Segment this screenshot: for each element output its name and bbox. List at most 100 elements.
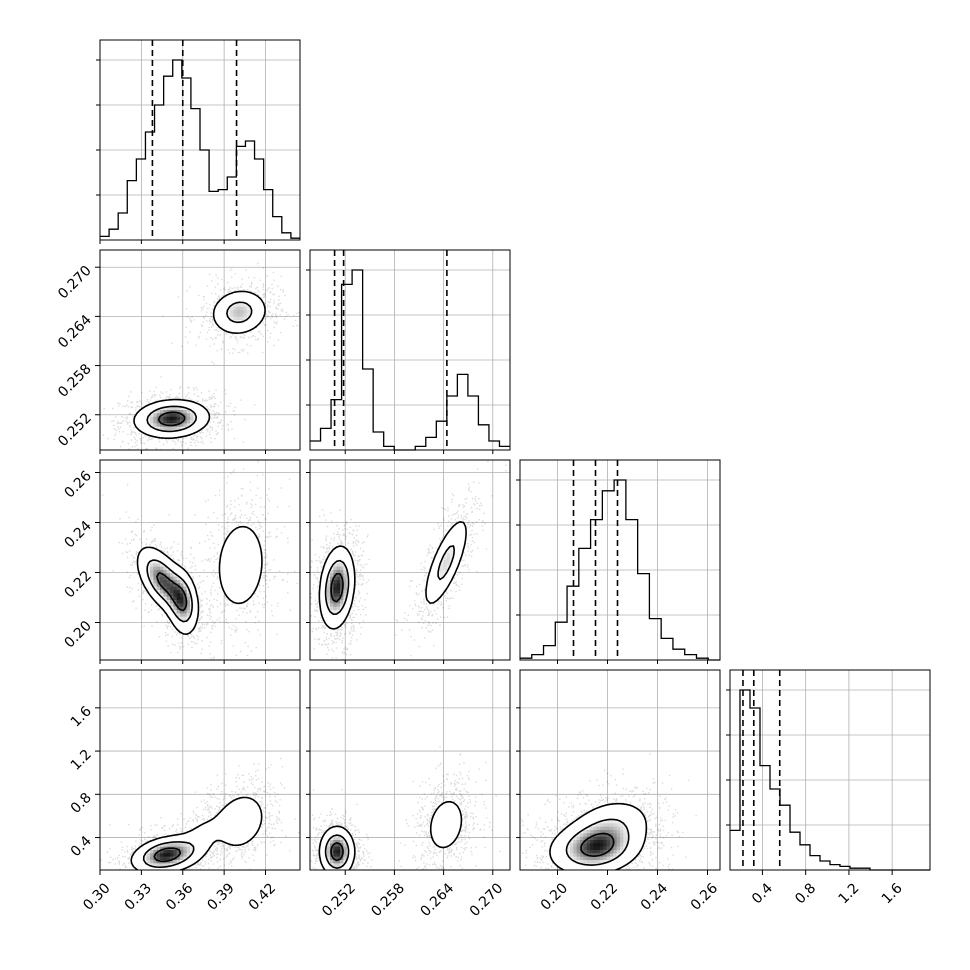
- density-cell: [243, 310, 247, 314]
- density-cell: [183, 616, 187, 621]
- density-cell: [333, 586, 337, 591]
- density-cell: [170, 583, 174, 587]
- density-cell: [580, 840, 584, 844]
- density-cell: [326, 583, 331, 587]
- density-cell: [576, 853, 581, 857]
- density-cell: [236, 303, 241, 307]
- contour-line-0: [136, 525, 263, 635]
- density-cell: [150, 576, 154, 581]
- density-cell: [586, 856, 591, 861]
- density-cell: [603, 833, 607, 837]
- density-cell: [340, 570, 344, 574]
- density-cell: [596, 836, 601, 841]
- density-cell: [173, 603, 177, 607]
- density-cell: [176, 856, 181, 861]
- density-cell: [156, 566, 161, 571]
- y-tick-label: 0.26: [61, 468, 94, 501]
- density-cell: [623, 833, 627, 837]
- density-cell: [610, 830, 614, 834]
- density-cell: [146, 856, 151, 861]
- density-cell: [173, 583, 177, 587]
- density-cell: [613, 833, 617, 837]
- density-cell: [186, 613, 191, 617]
- density-cell: [230, 306, 234, 311]
- density-cell: [336, 846, 341, 851]
- y-tick-label: 0.22: [61, 568, 94, 601]
- density-cell: [586, 830, 591, 834]
- density-cell: [336, 856, 341, 861]
- density-cell: [336, 583, 341, 587]
- y-tick-label: 0.270: [55, 263, 95, 303]
- density-cell: [330, 570, 334, 574]
- density-cell: [170, 586, 174, 591]
- density-cell: [590, 840, 594, 844]
- density-cell: [150, 856, 154, 861]
- panel-background: [310, 250, 510, 450]
- density-cell: [233, 306, 237, 311]
- density-cell: [243, 313, 247, 317]
- density-cell: [163, 856, 167, 861]
- density-cell: [186, 420, 191, 424]
- density-cell: [600, 833, 604, 837]
- density-cell: [600, 843, 604, 847]
- density-cell: [183, 856, 187, 861]
- density-cell: [173, 590, 177, 594]
- density-cell: [156, 426, 161, 431]
- density-cell: [333, 603, 337, 607]
- sample-points: [310, 460, 507, 660]
- density-cell: [160, 426, 164, 431]
- density-cell: [326, 590, 331, 594]
- density-cell: [590, 836, 594, 841]
- contour-line-0: [318, 800, 463, 870]
- density-cell: [163, 420, 167, 424]
- density-cell: [336, 860, 341, 864]
- contour-line-2: [157, 411, 186, 427]
- density-cell: [343, 580, 347, 584]
- density-cell: [613, 840, 617, 844]
- density-cell: [336, 603, 341, 607]
- density-cell: [180, 843, 184, 847]
- density-cell: [180, 410, 184, 414]
- density-cell: [446, 550, 451, 554]
- density-cell: [186, 850, 191, 854]
- density-cell: [583, 843, 587, 847]
- density-cell: [326, 603, 331, 607]
- density-cell: [343, 583, 347, 587]
- density-cell: [166, 843, 171, 847]
- density-cell: [336, 840, 341, 844]
- density-cell: [156, 563, 161, 567]
- density-cell: [566, 843, 571, 847]
- density-shading: [566, 820, 631, 867]
- density-cell: [183, 613, 187, 617]
- density-cell: [156, 420, 161, 424]
- contour-line-1: [146, 301, 253, 433]
- panel-background: [520, 460, 720, 660]
- x-tick-label: 1.6: [879, 880, 906, 907]
- histogram-panel-0: [96, 39, 301, 241]
- density-cell: [613, 846, 617, 851]
- density-cell: [160, 843, 164, 847]
- density-cell: [326, 843, 331, 847]
- density-cell: [176, 413, 181, 417]
- density-cell: [590, 833, 594, 837]
- contour-line-2: [330, 842, 344, 862]
- density-cell: [186, 600, 191, 604]
- density-cell: [443, 570, 447, 574]
- y-tick-label: 0.20: [61, 618, 94, 651]
- density-cell: [163, 410, 167, 414]
- density-cell: [163, 850, 167, 854]
- density-cell: [613, 850, 617, 854]
- density-cell: [180, 416, 184, 421]
- y-tick-label: 0.24: [61, 518, 94, 551]
- density-cell: [580, 856, 584, 861]
- density-cell: [160, 856, 164, 861]
- density-cell: [180, 423, 184, 427]
- density-cell: [160, 576, 164, 581]
- density-cell: [180, 606, 184, 611]
- density-cell: [173, 426, 177, 431]
- density-cell: [163, 590, 167, 594]
- density-cell: [170, 416, 174, 421]
- scatter-panel-2-3: [519, 669, 721, 871]
- density-cell: [156, 423, 161, 427]
- density-cell: [166, 420, 171, 424]
